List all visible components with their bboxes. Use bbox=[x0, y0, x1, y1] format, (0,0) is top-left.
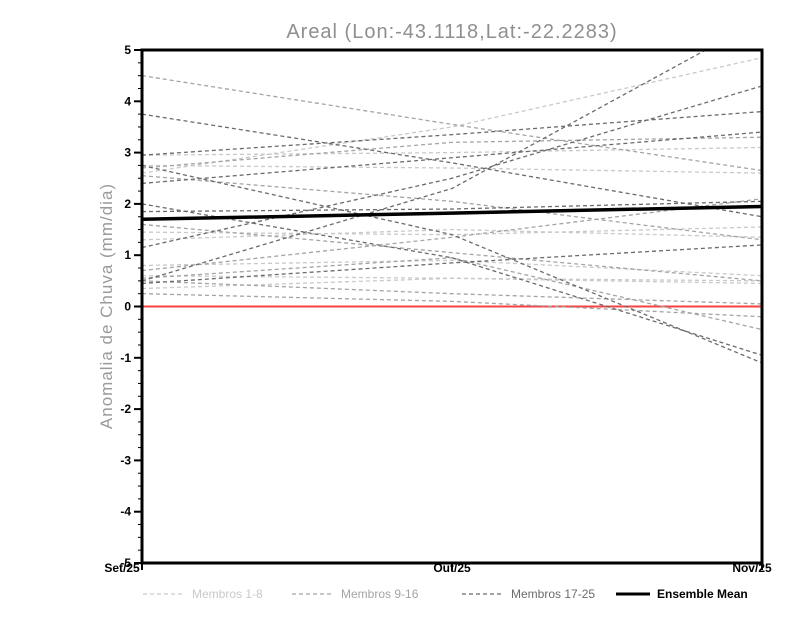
y-tick-label: 0 bbox=[124, 300, 131, 314]
x-tick-label-set25: Set/25 bbox=[104, 561, 140, 575]
member-line-g2-m1 bbox=[142, 75, 762, 172]
ensemble-mean-line bbox=[142, 204, 762, 222]
member-line-g1-m4 bbox=[142, 228, 762, 241]
member-line-g2-m2 bbox=[142, 136, 762, 169]
member-line-g3-m8 bbox=[142, 200, 762, 213]
legend-label-membros-9-16: Membros 9-16 bbox=[341, 587, 419, 601]
x-tick-label-nov25: Nov/25 bbox=[732, 561, 772, 575]
legend: Membros 1-8 Membros 9-16 Membros 17-25 E… bbox=[143, 587, 748, 601]
member-line-g1-m2 bbox=[142, 164, 762, 174]
member-line-g2-m3 bbox=[142, 175, 762, 241]
legend-label-ensemble-mean: Ensemble Mean bbox=[657, 587, 748, 601]
member-line-g2-m6 bbox=[142, 257, 762, 331]
member-line-g1-m5 bbox=[142, 259, 762, 277]
member-line-g1-m8 bbox=[142, 57, 762, 174]
y-axis-label: Anomalia de Chuva (mm/dia) bbox=[97, 183, 116, 429]
member-line-g3-m9 bbox=[142, 244, 762, 285]
member-line-g3-m4 bbox=[142, 110, 762, 156]
chart-title: Areal (Lon:-43.1118,Lat:-22.2283) bbox=[286, 21, 617, 43]
y-tick-label: -5 bbox=[120, 556, 131, 570]
y-tick-label: 3 bbox=[124, 146, 131, 160]
y-tick-label: -1 bbox=[120, 351, 131, 365]
member-line-g2-m8 bbox=[142, 293, 762, 318]
member-line-g1-m7 bbox=[142, 277, 762, 290]
y-tick-label: -4 bbox=[120, 505, 131, 519]
plot-area: -5 -4 -3 -2 -1 0 1 2 3 4 5 bbox=[120, 43, 764, 570]
legend-label-membros-17-25: Membros 17-25 bbox=[511, 587, 595, 601]
member-line-g2-m5 bbox=[142, 198, 762, 272]
member-line-g2-m7 bbox=[142, 280, 762, 305]
member-line-g3-m7 bbox=[142, 164, 762, 364]
member-line-g3-m3 bbox=[142, 85, 762, 249]
member-line-g3-m2 bbox=[142, 50, 707, 282]
member-line-g1-m1 bbox=[142, 146, 762, 156]
legend-label-membros-1-8: Membros 1-8 bbox=[192, 587, 263, 601]
plot-frame bbox=[140, 48, 764, 565]
member-line-g2-m4 bbox=[142, 223, 762, 282]
y-tick-label: 1 bbox=[124, 248, 131, 262]
y-tick-label: -3 bbox=[120, 453, 131, 467]
member-line-g3-m5 bbox=[142, 131, 762, 185]
y-tick-label: 5 bbox=[124, 43, 131, 57]
x-tick-label-out25: Out/25 bbox=[433, 561, 471, 575]
y-tick-label: 4 bbox=[124, 94, 131, 108]
y-tick-label: 2 bbox=[124, 197, 131, 211]
y-tick-label: -2 bbox=[120, 402, 131, 416]
